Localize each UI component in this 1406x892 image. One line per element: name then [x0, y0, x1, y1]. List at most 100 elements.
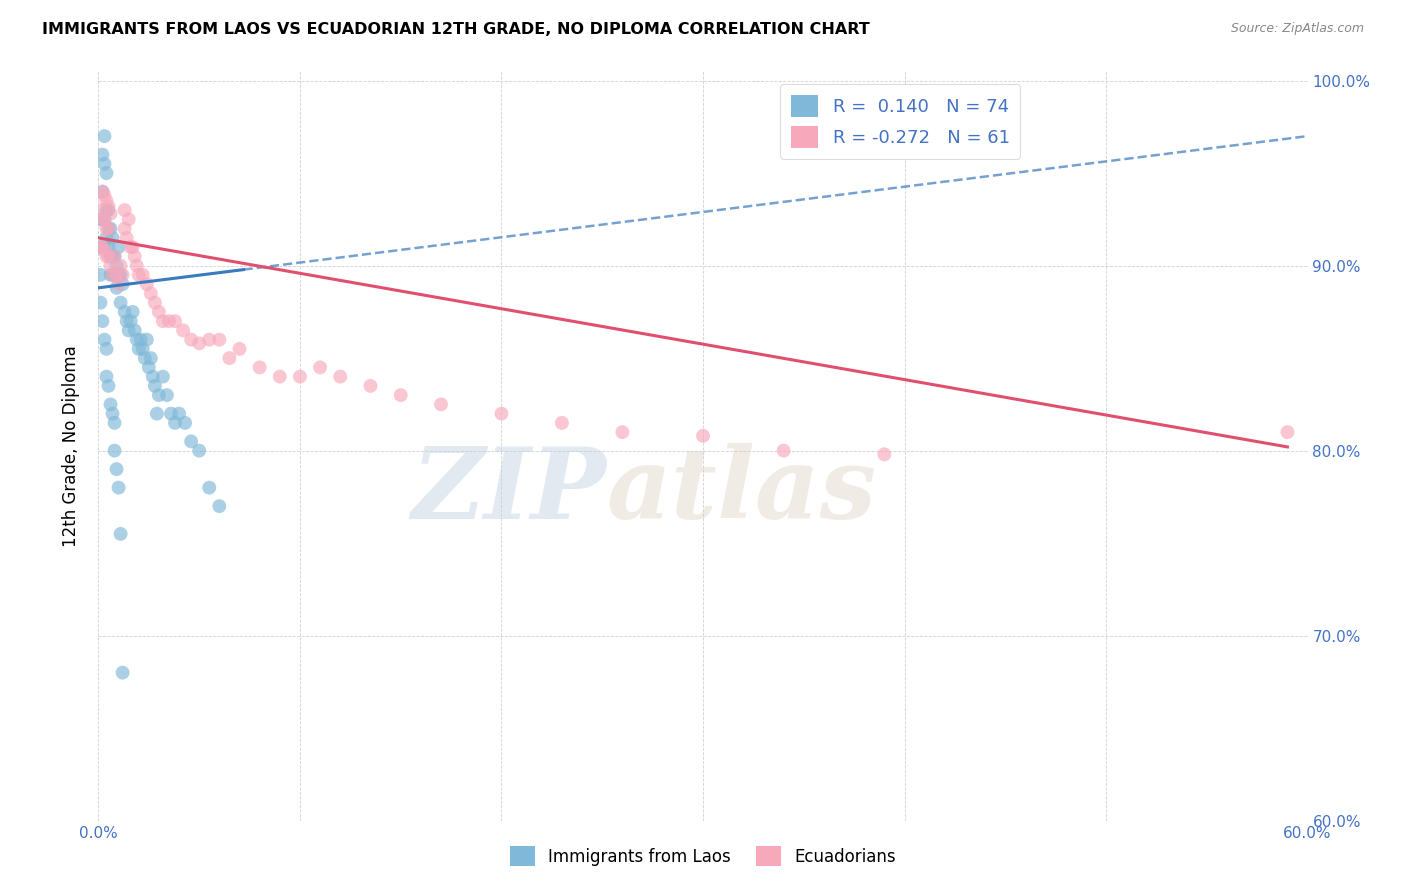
- Point: [157, 314, 180, 328]
- Point: [128, 268, 150, 282]
- Point: [97, 221, 120, 235]
- Point: [105, 281, 128, 295]
- Point: [152, 369, 174, 384]
- Point: [138, 360, 160, 375]
- Point: [105, 268, 128, 282]
- Point: [128, 342, 150, 356]
- Point: [148, 388, 170, 402]
- Point: [100, 207, 122, 221]
- Point: [873, 447, 896, 461]
- Point: [97, 379, 120, 393]
- Point: [100, 249, 122, 263]
- Point: [134, 351, 156, 365]
- Point: [389, 388, 412, 402]
- Point: [139, 286, 162, 301]
- Point: [269, 369, 291, 384]
- Point: [107, 481, 129, 495]
- Point: [111, 268, 134, 282]
- Point: [91, 185, 114, 199]
- Legend: R =  0.140   N = 74, R = -0.272   N = 61: R = 0.140 N = 74, R = -0.272 N = 61: [780, 84, 1021, 159]
- Point: [139, 351, 162, 365]
- Point: [180, 333, 202, 347]
- Point: [96, 194, 118, 208]
- Point: [107, 277, 129, 292]
- Point: [97, 249, 120, 263]
- Point: [208, 333, 231, 347]
- Point: [89, 212, 111, 227]
- Point: [100, 397, 122, 411]
- Point: [97, 221, 120, 235]
- Point: [188, 336, 211, 351]
- Point: [110, 295, 132, 310]
- Point: [103, 249, 125, 263]
- Point: [91, 240, 114, 254]
- Point: [91, 212, 114, 227]
- Point: [100, 259, 122, 273]
- Point: [103, 443, 125, 458]
- Point: [96, 249, 118, 263]
- Y-axis label: 12th Grade, No Diploma: 12th Grade, No Diploma: [62, 345, 80, 547]
- Point: [174, 416, 197, 430]
- Point: [125, 333, 148, 347]
- Point: [105, 259, 128, 273]
- Point: [121, 240, 143, 254]
- Point: [198, 333, 221, 347]
- Point: [96, 369, 118, 384]
- Point: [96, 231, 118, 245]
- Point: [124, 249, 146, 263]
- Point: [89, 240, 111, 254]
- Point: [125, 259, 148, 273]
- Point: [129, 333, 152, 347]
- Point: [172, 323, 194, 337]
- Point: [772, 443, 794, 458]
- Point: [107, 240, 129, 254]
- Point: [93, 212, 115, 227]
- Point: [89, 203, 111, 218]
- Point: [93, 188, 115, 202]
- Point: [430, 397, 453, 411]
- Point: [132, 268, 155, 282]
- Point: [93, 240, 115, 254]
- Point: [249, 360, 271, 375]
- Point: [118, 212, 141, 227]
- Point: [93, 333, 115, 347]
- Legend: Immigrants from Laos, Ecuadorians: Immigrants from Laos, Ecuadorians: [503, 839, 903, 873]
- Point: [97, 203, 120, 218]
- Point: [115, 231, 138, 245]
- Point: [121, 305, 143, 319]
- Point: [692, 429, 714, 443]
- Point: [96, 342, 118, 356]
- Point: [120, 314, 142, 328]
- Point: [124, 323, 146, 337]
- Text: IMMIGRANTS FROM LAOS VS ECUADORIAN 12TH GRADE, NO DIPLOMA CORRELATION CHART: IMMIGRANTS FROM LAOS VS ECUADORIAN 12TH …: [42, 22, 870, 37]
- Point: [115, 314, 138, 328]
- Point: [114, 221, 136, 235]
- Point: [91, 147, 114, 161]
- Point: [491, 407, 513, 421]
- Point: [101, 249, 124, 263]
- Point: [132, 342, 155, 356]
- Point: [103, 268, 125, 282]
- Point: [288, 369, 311, 384]
- Point: [163, 314, 186, 328]
- Point: [142, 369, 165, 384]
- Point: [93, 157, 115, 171]
- Text: Source: ZipAtlas.com: Source: ZipAtlas.com: [1230, 22, 1364, 36]
- Point: [96, 203, 118, 218]
- Point: [114, 305, 136, 319]
- Point: [148, 305, 170, 319]
- Point: [551, 416, 574, 430]
- Point: [91, 212, 114, 227]
- Point: [135, 333, 157, 347]
- Point: [110, 259, 132, 273]
- Point: [93, 244, 115, 258]
- Point: [93, 129, 115, 144]
- Point: [208, 499, 231, 513]
- Point: [91, 314, 114, 328]
- Point: [96, 166, 118, 180]
- Point: [188, 443, 211, 458]
- Point: [101, 407, 124, 421]
- Point: [110, 268, 132, 282]
- Point: [163, 416, 186, 430]
- Point: [118, 323, 141, 337]
